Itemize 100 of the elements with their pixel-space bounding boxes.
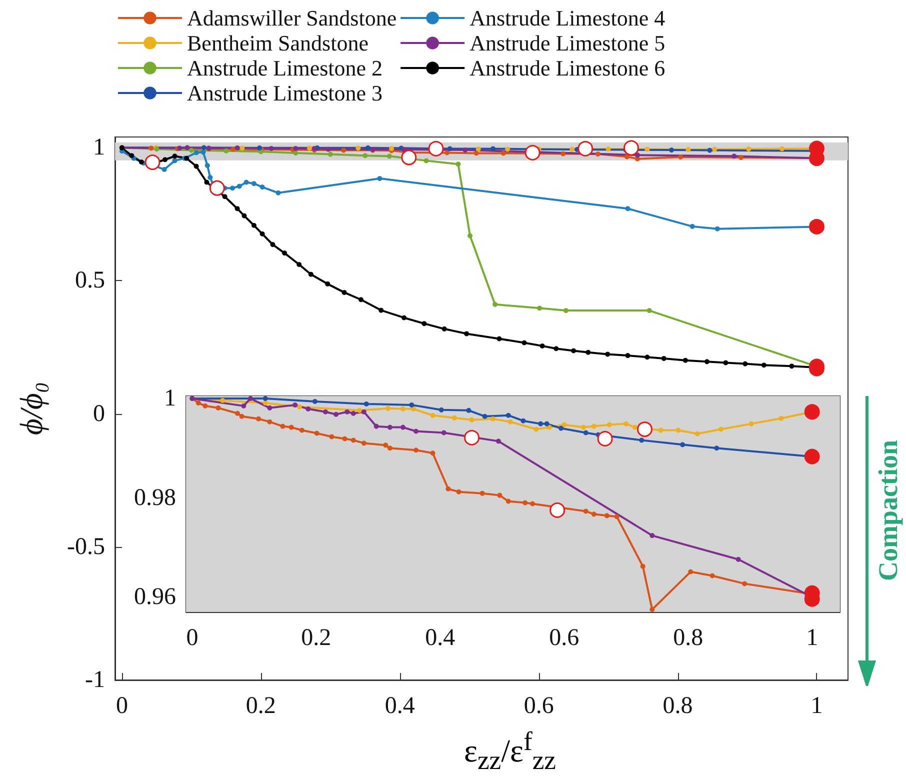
point bbox=[650, 607, 655, 612]
point bbox=[230, 186, 235, 191]
legend-label: Adamswiller Sandstone bbox=[187, 6, 397, 30]
y-tick-label: 1 bbox=[93, 134, 105, 161]
point bbox=[736, 556, 741, 562]
point bbox=[240, 146, 245, 151]
point bbox=[138, 160, 144, 165]
point bbox=[482, 414, 488, 419]
y-tick-label: 0.5 bbox=[75, 268, 105, 294]
point bbox=[220, 398, 226, 403]
point bbox=[430, 412, 436, 418]
point bbox=[506, 498, 511, 504]
point bbox=[446, 486, 451, 492]
point bbox=[710, 573, 715, 578]
y-axis-title: ϕ/ϕ₀ bbox=[13, 382, 49, 436]
point bbox=[490, 416, 496, 422]
point bbox=[296, 404, 302, 410]
point bbox=[260, 231, 265, 236]
point bbox=[625, 353, 630, 358]
point bbox=[723, 360, 728, 366]
point bbox=[196, 400, 201, 406]
point bbox=[242, 213, 247, 218]
point bbox=[268, 146, 274, 151]
point bbox=[234, 145, 240, 150]
point bbox=[540, 343, 545, 348]
point bbox=[809, 218, 824, 234]
point bbox=[365, 145, 370, 150]
y-tick-label: 0.96 bbox=[134, 584, 176, 610]
point bbox=[452, 415, 457, 420]
point bbox=[804, 404, 820, 420]
point bbox=[508, 419, 513, 424]
point bbox=[328, 152, 333, 157]
point bbox=[361, 409, 366, 414]
point bbox=[387, 424, 392, 430]
point bbox=[474, 150, 479, 156]
point bbox=[387, 446, 392, 451]
point bbox=[562, 422, 567, 428]
point bbox=[500, 150, 506, 156]
point bbox=[624, 154, 630, 160]
point bbox=[746, 146, 752, 152]
x-tick-label: 0 bbox=[186, 625, 198, 651]
point bbox=[267, 405, 272, 410]
point bbox=[342, 436, 348, 442]
point bbox=[262, 396, 268, 401]
point bbox=[241, 403, 246, 408]
point bbox=[200, 150, 206, 155]
point bbox=[386, 154, 392, 159]
point bbox=[162, 166, 167, 172]
point bbox=[329, 434, 334, 440]
point bbox=[422, 321, 427, 326]
point bbox=[646, 308, 652, 314]
point bbox=[563, 308, 568, 314]
point bbox=[312, 398, 318, 404]
point bbox=[464, 331, 470, 336]
point bbox=[780, 146, 784, 152]
point bbox=[738, 154, 744, 160]
point bbox=[480, 490, 485, 496]
point bbox=[554, 346, 559, 352]
x-tick-label: 0.6 bbox=[524, 693, 554, 719]
y-tick-label: -1 bbox=[85, 667, 105, 693]
point bbox=[748, 421, 754, 426]
point bbox=[732, 154, 737, 159]
point bbox=[605, 352, 610, 357]
point bbox=[129, 153, 134, 158]
legend-label: Anstrude Limestone 6 bbox=[470, 56, 666, 80]
point bbox=[476, 146, 481, 152]
point bbox=[524, 144, 540, 160]
point bbox=[256, 416, 262, 422]
point bbox=[296, 262, 302, 267]
point bbox=[606, 146, 611, 152]
point bbox=[634, 152, 640, 158]
point bbox=[400, 424, 406, 430]
point bbox=[234, 206, 240, 212]
x-tick-label: 0.6 bbox=[549, 625, 580, 651]
x-tick-label: 0.4 bbox=[384, 693, 415, 719]
point bbox=[184, 145, 190, 150]
point bbox=[444, 150, 450, 156]
point bbox=[322, 409, 328, 414]
point bbox=[400, 406, 406, 412]
text: Compaction bbox=[872, 440, 904, 580]
point bbox=[378, 308, 384, 313]
point bbox=[438, 407, 444, 412]
point bbox=[377, 176, 382, 182]
point bbox=[522, 340, 527, 346]
point bbox=[538, 421, 544, 426]
point bbox=[462, 148, 468, 153]
point bbox=[644, 354, 650, 360]
point bbox=[148, 146, 154, 151]
point bbox=[244, 180, 249, 185]
point bbox=[694, 431, 700, 436]
point bbox=[224, 148, 229, 154]
point bbox=[402, 315, 407, 320]
point bbox=[591, 424, 596, 429]
point bbox=[334, 412, 339, 417]
point bbox=[456, 162, 461, 167]
point bbox=[144, 154, 160, 170]
point bbox=[469, 417, 474, 422]
legend-label: Anstrude Limestone 5 bbox=[470, 30, 666, 56]
x-tick-label: 0.8 bbox=[662, 693, 693, 719]
point bbox=[325, 281, 330, 286]
